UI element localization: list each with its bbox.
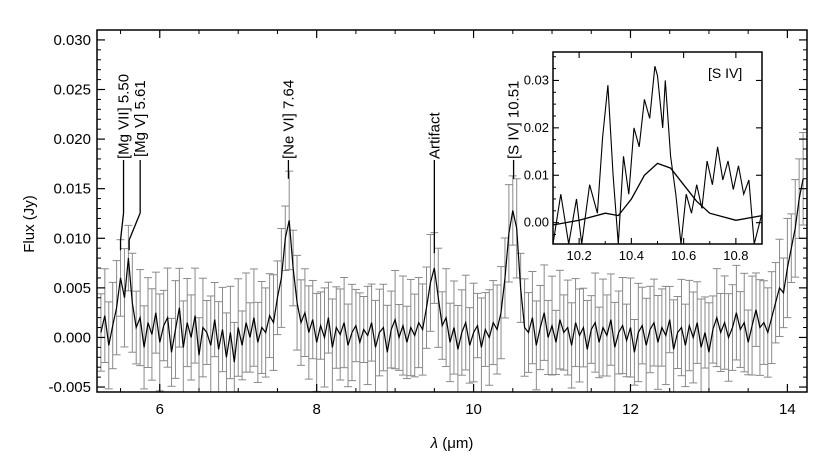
inset-axes: 10.2 10.4 10.6 10.8 0.00 0.01 0.02 0.03 <box>524 51 763 263</box>
inset-label: [S IV] <box>708 65 742 81</box>
y-axis-title: Flux (Jy) <box>21 195 38 253</box>
inset-hires-line <box>552 66 763 245</box>
id-stem-diagonal <box>119 212 125 241</box>
x-axis-title: λ (μm) <box>430 435 474 452</box>
id-stem-diagonal <box>128 212 141 241</box>
y-tick-label: 0.020 <box>53 131 91 148</box>
inset-y-tick-label: 0.03 <box>524 72 549 87</box>
inset-background <box>553 52 762 244</box>
spectrum-line-group <box>100 178 804 363</box>
line-id-label: [S IV] 10.51 <box>506 81 523 159</box>
line-id-label: [Ne VI] 7.64 <box>280 80 297 159</box>
x-tick-label: 8 <box>312 401 320 418</box>
inset-y-tick-label: 0.01 <box>524 167 549 182</box>
x-tick-label: 14 <box>779 401 796 418</box>
inset-y-tick-label: 0.00 <box>524 215 549 230</box>
x-tick-label: 6 <box>156 401 164 418</box>
main-axes: 6 8 10 12 14 -0.005 0.000 0.005 0.010 0.015 0.020 0… <box>48 29 808 418</box>
inset-x-tick-label: 10.6 <box>671 248 696 263</box>
y-tick-label: 0.000 <box>53 329 91 346</box>
main-plot: [Mg VII] 5.50 [Mg V] 5.61 [Ne VI] 7.64 Arti… <box>21 29 808 452</box>
x-tick-label: 10 <box>465 401 482 418</box>
inset-lowres-line <box>552 162 763 226</box>
inset-x-tick-label: 10.8 <box>723 248 748 263</box>
inset-x-tick-label: 10.2 <box>566 248 591 263</box>
y-tick-label: 0.025 <box>53 82 91 99</box>
inset-plot: 10.2 10.4 10.6 10.8 0.00 0.01 0.02 0.03 [S IV] <box>524 51 763 263</box>
line-id-label: [Mg VII] 5.50 <box>116 74 133 159</box>
plot-frame <box>96 29 808 393</box>
inset-y-tick-label: 0.02 <box>524 120 549 135</box>
line-id-label: Artifact <box>426 111 443 159</box>
y-tick-label: 0.015 <box>53 181 91 198</box>
inset-lines-group <box>552 66 763 245</box>
y-tick-label: 0.010 <box>53 230 91 247</box>
x-axis-unit: (μm) <box>438 435 473 452</box>
x-tick-label: 12 <box>622 401 639 418</box>
line-identifications-group: [Mg VII] 5.50 [Mg V] 5.61 [Ne VI] 7.64 Arti… <box>116 74 523 254</box>
y-tick-label: -0.005 <box>48 379 91 396</box>
line-id-label: [Mg V] 5.61 <box>132 80 149 157</box>
spectrum-line <box>100 178 804 363</box>
y-tick-label: 0.030 <box>53 32 91 49</box>
inset-x-tick-label: 10.4 <box>619 248 644 263</box>
x-axis-symbol: λ <box>430 435 438 452</box>
y-tick-label: 0.005 <box>53 280 91 297</box>
